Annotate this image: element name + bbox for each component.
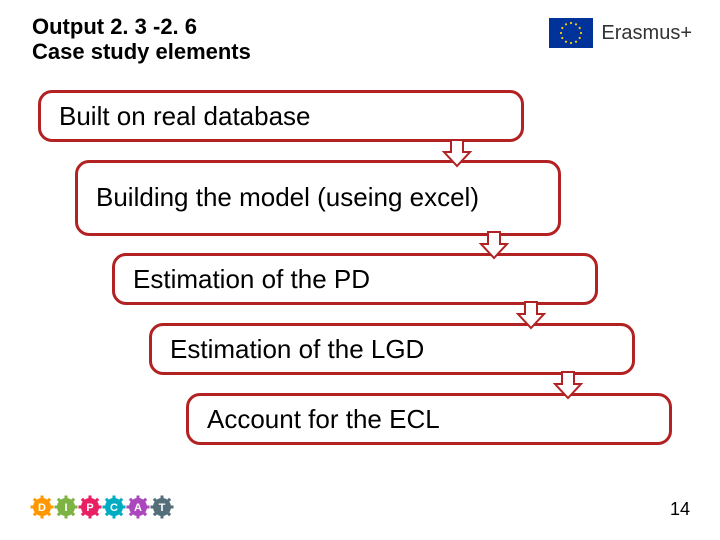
title-line-2: Case study elements [32, 39, 251, 64]
step-text-3: Estimation of the PD [133, 264, 370, 295]
svg-text:P: P [86, 502, 93, 514]
arrow-icon-2 [477, 228, 511, 262]
step-text-4: Estimation of the LGD [170, 334, 424, 365]
dipcat-logo-icon: D I P C A T [30, 492, 180, 522]
erasmus-logo: Erasmus+ [549, 18, 692, 48]
eu-flag-icon [549, 18, 593, 48]
arrow-icon-4 [551, 368, 585, 402]
step-text-2: Building the model (useing excel) [96, 183, 479, 213]
slide-title: Output 2. 3 -2. 6 Case study elements [32, 14, 251, 65]
step-text-1: Built on real database [59, 101, 311, 132]
svg-text:C: C [110, 502, 118, 514]
slide: Output 2. 3 -2. 6 Case study elements Er… [0, 0, 720, 540]
footer-logo: D I P C A T [30, 492, 180, 522]
page-number: 14 [670, 499, 690, 520]
arrow-icon-1 [440, 136, 474, 170]
title-line-1: Output 2. 3 -2. 6 [32, 14, 251, 39]
svg-text:I: I [64, 502, 67, 514]
svg-text:A: A [134, 502, 142, 514]
eu-stars-icon [558, 20, 584, 46]
svg-text:D: D [38, 502, 46, 514]
step-box-2: Building the model (useing excel) [75, 160, 561, 236]
step-box-1: Built on real database [38, 90, 524, 142]
step-text-5: Account for the ECL [207, 404, 440, 435]
arrow-icon-3 [514, 298, 548, 332]
svg-text:T: T [159, 502, 166, 514]
erasmus-label: Erasmus+ [601, 22, 692, 45]
step-box-5: Account for the ECL [186, 393, 672, 445]
